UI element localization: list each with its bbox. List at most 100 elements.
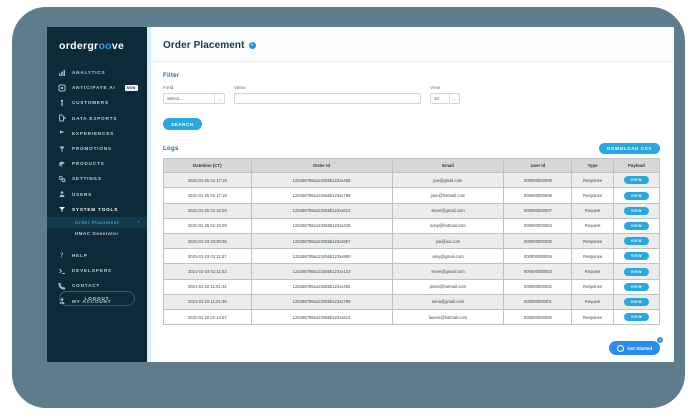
export-icon (58, 114, 66, 122)
cell-datetime: 2021-01-22 11:01:42 (163, 278, 252, 295)
cell-datetime: 2021-01-25 01:17:18 (163, 187, 252, 204)
logout-button[interactable]: LOGOUT (59, 291, 135, 306)
nav-divider-space (47, 239, 147, 248)
sidebar-item-help[interactable]: ? HELP (47, 248, 147, 263)
check-circle-icon (617, 344, 625, 352)
search-button[interactable]: SEARCH (163, 118, 202, 130)
table-column-header: User Id (503, 158, 573, 174)
sidebar-item-contact[interactable]: CONTACT (47, 278, 147, 293)
view-payload-button[interactable]: VIEW (623, 313, 649, 322)
table-row: 2021-01-25 01:17:18 123456789a123456b123x… (163, 187, 661, 204)
view-payload-button[interactable]: VIEW (623, 282, 649, 291)
cell-payload: VIEW (612, 172, 661, 189)
view-payload-button[interactable]: VIEW (623, 206, 649, 215)
view-payload-button[interactable]: VIEW (623, 191, 649, 200)
table-row: 2021-01-23 01:11:03 123456789a123456b123x… (163, 263, 661, 280)
page-title-text: Order Placement (163, 40, 245, 51)
table-column-header: Payload (612, 158, 661, 174)
sidebar-subitem-label: Order Placement (75, 219, 120, 225)
sidebar-item-analytics[interactable]: ANALYTICS (47, 65, 147, 80)
cell-user-id: 000000000004 (503, 217, 573, 235)
sidebar-item-label: HELP (72, 252, 88, 258)
page-title: Order Placement i (163, 40, 674, 51)
field-select[interactable]: Select... ⌄ (163, 92, 225, 104)
brand-logo[interactable]: ordergroove (47, 27, 147, 52)
sidebar-item-users[interactable]: USERS (47, 187, 147, 202)
cell-payload: VIEW (612, 187, 661, 204)
sidebar-item-label: USERS (72, 191, 93, 197)
question-icon: ? (58, 251, 66, 260)
get-started-button[interactable]: Get Started (609, 341, 660, 355)
cell-payload: VIEW (612, 233, 661, 250)
view-payload-button[interactable]: VIEW (623, 297, 649, 306)
app-screen: ordergroove ANALYTICS ANTICIPATE AI NEW … (47, 27, 674, 362)
cell-order-id: 123456789a123456b123xx612 (250, 308, 393, 326)
view-payload-button[interactable]: VIEW (623, 176, 649, 185)
cell-datetime: 2021-01-22 11:01:38 (163, 293, 252, 310)
table-row: 2021-01-22 11:01:38 123456789a123456b123x… (163, 293, 661, 310)
sidebar-item-label: SETTINGS (72, 176, 102, 182)
sidebar-item-experiences[interactable]: EXPERIENCES (47, 126, 147, 141)
logo-suffix: ve (111, 40, 125, 52)
view-payload-button[interactable]: VIEW (623, 267, 649, 276)
cell-user-id: 000000000008 (503, 187, 573, 204)
sidebar-item-system-tools[interactable]: SYSTEM TOOLS (47, 202, 147, 217)
table-row: 2021-01-25 01:16:29 123456789a123456b123x… (163, 217, 661, 235)
cell-email: joe@gmail.com (391, 172, 505, 189)
table-row: 2021-01-23 20:30:35 123456789a123456b123x… (163, 233, 661, 250)
chevron-down-icon: ⌄ (213, 93, 221, 103)
cell-user-id: 000000000004 (503, 248, 573, 265)
sidebar-item-label: EXPERIENCES (72, 130, 115, 136)
logs-table: Datetime (CT) Order Id Email User Id Type Pay… (163, 158, 661, 326)
cell-email: joe@aol.com (391, 233, 505, 250)
info-icon[interactable]: i (248, 42, 256, 49)
cell-type: Request (571, 263, 614, 280)
field-group: Field Select... ⌄ (163, 85, 225, 104)
sidebar-item-products[interactable]: PRODUCTS (47, 156, 147, 171)
download-csv-button[interactable]: DOWNLOAD CSV (599, 142, 660, 155)
cell-datetime: 2021-01-23 01:11:03 (163, 263, 252, 280)
cell-datetime: 2021-01-23 01:11:57 (163, 248, 252, 265)
field-label: Field (163, 85, 174, 90)
cell-payload: VIEW (612, 217, 661, 235)
view-payload-button[interactable]: VIEW (623, 237, 649, 246)
value-input[interactable] (234, 92, 421, 104)
table-body: 2021-01-25 01:17:18 123456789a123456b123x… (163, 172, 661, 326)
sidebar-item-label: PRODUCTS (72, 161, 105, 167)
sidebar-item-promotions[interactable]: PROMOTIONS (47, 141, 147, 156)
person-icon (58, 99, 66, 107)
main-panel: Order Placement i Filter Field Select...… (147, 27, 674, 362)
sidebar-subitem-label: HMAC Generator (75, 230, 119, 236)
sidebar: ordergroove ANALYTICS ANTICIPATE AI NEW … (47, 27, 147, 362)
table-column-header: Order Id (250, 158, 393, 174)
get-started-label: Get Started (627, 345, 652, 351)
cell-user-id: 000000000005 (503, 233, 573, 250)
cell-payload: VIEW (612, 248, 661, 265)
sidebar-subitem-hmac-generator[interactable]: HMAC Generator (47, 228, 147, 239)
sidebar-item-data-exports[interactable]: DATA EXPORTS (47, 111, 147, 126)
logo-prefix: ordergr (59, 40, 99, 52)
cell-order-id: 123456789a123456b123xx345 (250, 217, 393, 235)
sidebar-item-label: SYSTEM TOOLS (72, 206, 119, 212)
sidebar-item-anticipate-ai[interactable]: ANTICIPATE AI NEW (47, 80, 147, 95)
cell-datetime: 2021-01-22 01:14:57 (163, 308, 252, 326)
view-group: View 10 ⌄ (430, 85, 460, 104)
table-column-header: Type (571, 158, 614, 174)
cell-datetime: 2021-01-25 01:16:29 (163, 202, 252, 219)
view-select[interactable]: 10 ⌄ (430, 92, 460, 104)
sidebar-item-label: PROMOTIONS (72, 146, 112, 152)
sidebar-item-label: ANALYTICS (72, 70, 106, 76)
cell-order-id: 123456789a123456b123xx789 (250, 187, 393, 204)
search-row: SEARCH (163, 113, 660, 131)
cell-type: Response (571, 308, 614, 326)
sidebar-item-customers[interactable]: CUSTOMERS (47, 95, 147, 110)
view-payload-button[interactable]: VIEW (623, 252, 649, 261)
sidebar-item-settings[interactable]: SETTINGS (47, 171, 147, 186)
svg-text:?: ? (60, 252, 64, 260)
sidebar-subitem-order-placement[interactable]: Order Placement › (47, 216, 147, 228)
view-payload-button[interactable]: VIEW (623, 221, 649, 230)
value-group: Value (234, 85, 421, 104)
table-column-header: Datetime (CT) (163, 158, 252, 174)
cell-order-id: 123456789a123456b123xx890 (250, 248, 393, 265)
sidebar-item-developers[interactable]: DEVELOPERS (47, 263, 147, 278)
